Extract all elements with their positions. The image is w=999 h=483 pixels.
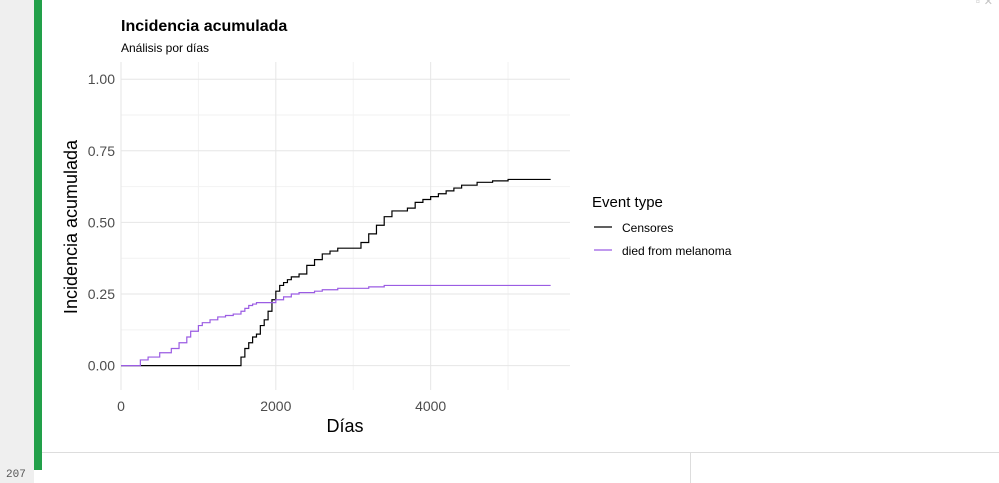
chart: Incidencia acumulada Análisis por días 0… — [61, 18, 732, 436]
x-tick-label: 2000 — [260, 398, 291, 414]
series-lines — [121, 178, 551, 367]
y-tick-label: 0.00 — [88, 358, 115, 374]
series-line-1 — [121, 284, 551, 367]
output-bottom-border — [42, 452, 999, 453]
axis-ticks: 0 2000 4000 0.00 0.25 0.50 0.75 1.00 — [88, 71, 447, 414]
chart-title: Incidencia acumulada — [121, 18, 287, 35]
legend-label: Censores — [622, 221, 673, 235]
y-tick-label: 0.25 — [88, 286, 115, 302]
x-tick-label: 0 — [117, 398, 125, 414]
close-output-icon[interactable]: ✕ — [983, 0, 997, 8]
output-window-controls: ▫✕ — [976, 0, 997, 8]
x-axis-label: Días — [326, 416, 363, 436]
chart-subtitle: Análisis por días — [121, 41, 209, 55]
editor-gutter — [0, 0, 34, 483]
output-divider — [690, 453, 691, 483]
grid — [120, 62, 570, 390]
x-tick-label: 4000 — [415, 398, 446, 414]
chunk-output-indicator — [34, 0, 42, 470]
series-line-0 — [121, 178, 551, 367]
y-tick-label: 0.75 — [88, 143, 115, 159]
legend-title: Event type — [592, 194, 663, 211]
legend: Event type Censores died from melanoma — [592, 194, 732, 258]
y-tick-label: 0.50 — [88, 214, 115, 230]
line-number: 207 — [6, 469, 26, 481]
legend-label: died from melanoma — [622, 244, 732, 258]
expand-output-icon[interactable]: ▫ — [975, 0, 984, 8]
y-axis-label: Incidencia acumulada — [61, 139, 81, 314]
y-tick-label: 1.00 — [88, 71, 115, 87]
